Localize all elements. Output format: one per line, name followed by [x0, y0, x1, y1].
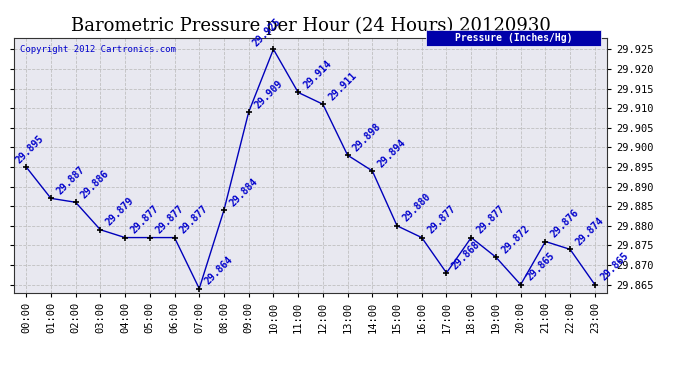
Text: 29.880: 29.880: [401, 192, 433, 224]
Text: 29.876: 29.876: [549, 207, 581, 240]
Text: 29.898: 29.898: [351, 121, 383, 153]
Text: Copyright 2012 Cartronics.com: Copyright 2012 Cartronics.com: [20, 45, 176, 54]
Text: 29.874: 29.874: [574, 215, 606, 248]
Text: 29.886: 29.886: [79, 168, 111, 200]
Bar: [426, 30, 601, 46]
Text: 29.877: 29.877: [475, 204, 507, 236]
Text: 29.884: 29.884: [228, 176, 259, 208]
Text: 29.879: 29.879: [104, 196, 136, 228]
Title: Barometric Pressure per Hour (24 Hours) 20120930: Barometric Pressure per Hour (24 Hours) …: [70, 16, 551, 34]
Text: 29.877: 29.877: [129, 204, 161, 236]
Text: 29.877: 29.877: [153, 204, 186, 236]
Text: 29.887: 29.887: [55, 164, 86, 196]
Text: 29.909: 29.909: [253, 78, 284, 110]
Text: 29.877: 29.877: [178, 204, 210, 236]
Text: 29.865: 29.865: [524, 251, 556, 283]
Text: 29.911: 29.911: [326, 70, 359, 102]
Text: 29.864: 29.864: [203, 255, 235, 286]
Text: 29.925: 29.925: [251, 16, 283, 48]
Text: 29.872: 29.872: [500, 223, 531, 255]
Text: 29.914: 29.914: [302, 58, 334, 90]
Text: Pressure (Inches/Hg): Pressure (Inches/Hg): [455, 33, 573, 43]
Text: 29.894: 29.894: [376, 137, 408, 169]
Text: 29.868: 29.868: [450, 239, 482, 271]
Text: 29.877: 29.877: [426, 204, 457, 236]
Text: 29.895: 29.895: [14, 134, 46, 166]
Text: 29.865: 29.865: [598, 251, 631, 283]
